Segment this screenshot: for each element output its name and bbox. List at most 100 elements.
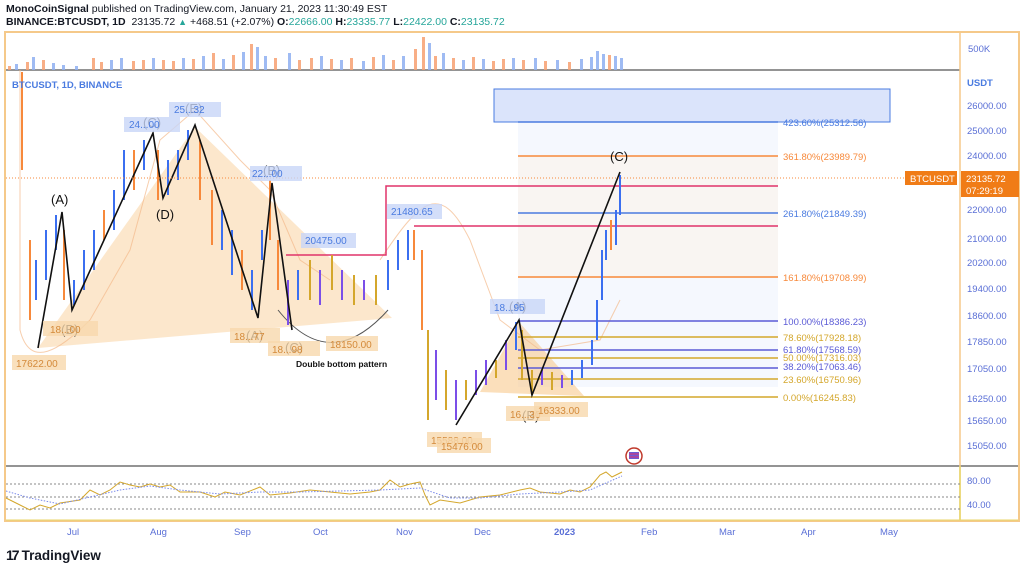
triangle-up-icon: ▲ [178,17,188,27]
fib-label-50: 50.00%(17316.03) [783,353,861,364]
price-tick: 16250.00 [967,394,1007,405]
fib-label-0: 0.00%(16245.83) [783,393,856,404]
bar-countdown: 07:29:19 [966,186,1003,197]
last-price: 23135.72 [131,16,176,28]
time-tick: 2023 [554,527,575,538]
symbol-name: BINANCE:BTCUSDT, 1D [6,16,126,28]
fib-label-38: 38.20%(17063.46) [783,362,861,373]
author-name[interactable]: MonoCoinSignal [6,3,89,15]
low-label: L: [393,16,404,28]
wave-label-d: (D) [156,207,174,222]
time-tick: Oct [313,527,328,538]
time-axis[interactable]: Jul Aug Sep Oct Nov Dec 2023 Feb Mar Apr… [67,527,898,538]
price-tick: 20200.00 [967,258,1007,269]
open-value: 22666.00 [288,16,333,28]
price-tick: 18600.00 [967,311,1007,322]
rsi-tick: 80.00 [967,476,991,487]
label-high-20475: 20475.00 [305,236,347,247]
label-high-b: 22...00 [252,169,283,180]
label-low-18150: 18150.00 [330,340,372,351]
close-value: 23135.72 [460,16,505,28]
time-tick: Nov [396,527,413,538]
volume-bars [8,37,623,70]
current-price-tag [961,171,1019,197]
fib-label-100: 100.00%(18386.23) [783,317,866,328]
fib-label-361: 361.80%(23989.79) [783,152,866,163]
fib-label-423: 423.60%(25312.56) [783,118,866,129]
fib-label-161: 161.80%(19708.99) [783,273,866,284]
open-label: O: [276,16,289,28]
volume-axis-label: 500K [968,44,991,55]
wave-label-c3: (C) [610,149,628,164]
time-tick: Dec [474,527,491,538]
time-tick: May [880,527,898,538]
wave-label-a1: (A) [51,192,68,207]
tradingview-logo-icon: 17 [6,547,20,563]
fib-label-261: 261.80%(21849.39) [783,209,866,220]
fib-label-61: 61.80%(17568.59) [783,345,861,356]
price-tick: 24000.00 [967,151,1007,162]
triangle-pattern-shading [38,127,392,348]
price-tick: 19400.00 [967,284,1007,295]
close-label: C: [449,16,461,28]
label-low-c2: 18...98 [272,345,303,356]
price-change: +468.51 (+2.07%) [190,16,275,28]
fib-label-78: 78.60%(17928.18) [783,333,861,344]
time-tick: Jul [67,527,79,538]
label-low-17622: 17622.00 [16,359,58,370]
high-value: 23335.77 [346,16,391,28]
chart-frame[interactable] [4,31,1020,522]
price-tick: 22000.00 [967,205,1007,216]
symbol-price-tag [905,171,957,185]
us-flag-event-icon[interactable] [625,447,643,465]
label-low-15476: 15476.00 [441,442,483,453]
price-tick: 21000.00 [967,234,1007,245]
bollinger-band [19,70,331,353]
double-bottom-annotation: Double bottom pattern [296,359,387,369]
label-high-c: 24...00 [129,120,160,131]
price-tick: 17050.00 [967,364,1007,375]
current-price-text: 23135.72 [966,174,1006,185]
time-tick: Aug [150,527,167,538]
publish-info: MonoCoinSignal published on TradingView.… [6,3,387,15]
symbol-tag-text: BTCUSDT [910,174,955,185]
low-price-labels: 17622.00 18...00 18...77 18...98 18150.0… [12,321,588,453]
high-price-labels: 24...00 25...32 22...00 20475.00 21480.6… [124,102,545,314]
label-high-a3: 18...95 [494,303,525,314]
abc-pattern-shading [480,322,584,396]
wave-lines-right [455,171,621,426]
tradingview-logo[interactable]: 17 TradingView [6,547,101,563]
publish-date: published on TradingView.com, January 21… [88,3,388,15]
price-tick: 17850.00 [967,337,1007,348]
label-low-b1: 18...00 [50,325,81,336]
label-high-e: 25...32 [174,105,205,116]
price-tick: 26000.00 [967,101,1007,112]
wave-lines-left [37,122,293,349]
time-tick: Mar [719,527,735,538]
label-low-16333: 16333.00 [538,406,580,417]
price-tick: 15050.00 [967,441,1007,452]
label-low-b3: 16...30 [510,410,541,421]
time-tick: Sep [234,527,251,538]
rsi-axis-ticks: 80.00 40.00 [967,476,991,511]
price-tick: 25000.00 [967,126,1007,137]
symbol-info: BINANCE:BTCUSDT, 1D 23135.72 ▲ +468.51 (… [6,16,505,28]
tradingview-brand: TradingView [21,547,101,563]
time-tick: Feb [641,527,657,538]
fib-zone-bg-orange [518,156,778,278]
fib-label-23: 23.60%(16750.96) [783,375,861,386]
label-high-21480: 21480.65 [391,207,433,218]
time-tick: Apr [801,527,816,538]
low-value: 22422.00 [403,16,447,28]
chart-legend[interactable]: BTCUSDT, 1D, BINANCE [12,80,122,91]
high-label: H: [335,16,347,28]
fib-labels: 423.60%(25312.56) 361.80%(23989.79) 261.… [783,118,866,404]
resistance-line-1 [286,185,778,256]
rsi-pane [5,471,960,511]
price-axis-ticks: 26000.00 25000.00 24000.00 22000.00 2100… [967,101,1007,452]
currency-label: USDT [967,78,993,89]
price-tick: 15650.00 [967,416,1007,427]
rsi-tick: 40.00 [967,500,991,511]
label-low-a2: 18...77 [234,332,265,343]
